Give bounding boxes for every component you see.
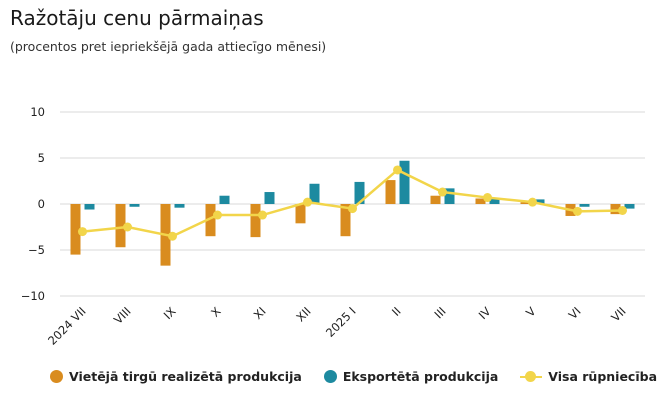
x-tick-label: X: [208, 304, 224, 320]
y-tick-label: −5: [28, 243, 45, 257]
bar-domestic: [70, 204, 81, 255]
x-tick-label: XII: [293, 304, 313, 324]
bar-export: [354, 181, 365, 204]
point-total: [303, 197, 312, 207]
bar-export: [219, 195, 230, 204]
y-tick-label: 0: [38, 197, 45, 211]
bar-domestic: [250, 204, 261, 238]
legend-label-export: Eksportētā produkcija: [342, 369, 499, 384]
legend-item-domestic[interactable]: Vietējā tirgū realizētā produkcija: [50, 369, 302, 384]
x-tick-label: IX: [161, 304, 179, 322]
x-tick-label: IV: [476, 304, 494, 322]
point-total: [573, 206, 582, 216]
bar-domestic: [475, 198, 486, 204]
legend-swatch-export: [323, 370, 337, 383]
y-tick-label: −10: [21, 289, 45, 303]
chart-title: Ražotāju cenu pārmaiņas: [10, 6, 264, 30]
x-tick-label: 2024 VII: [45, 304, 89, 348]
bar-domestic: [295, 204, 306, 224]
point-total: [348, 204, 357, 214]
bar-export: [309, 183, 320, 204]
bar-domestic: [610, 204, 621, 215]
point-total: [168, 231, 177, 241]
bar-domestic: [340, 204, 351, 237]
x-tick-label: VIII: [111, 304, 134, 327]
chart-legend: Vietējā tirgū realizētā produkcija Ekspo…: [50, 369, 657, 384]
bar-domestic: [205, 204, 216, 237]
legend-label-total: Visa rūpniecība: [548, 369, 658, 384]
bar-export: [399, 160, 410, 204]
x-tick-label: II: [389, 304, 404, 319]
point-total: [78, 227, 87, 237]
bar-export: [174, 204, 185, 208]
legend-swatch-domestic: [50, 370, 63, 383]
point-total: [618, 205, 627, 215]
bar-export: [444, 188, 455, 204]
x-tick-label: 2025 I: [323, 304, 359, 340]
point-total: [393, 165, 402, 175]
x-tick-label: VI: [566, 304, 584, 322]
x-tick-label: V: [523, 304, 539, 320]
point-total: [123, 222, 132, 232]
bar-export: [129, 204, 140, 207]
legend-label-domestic: Vietējā tirgū realizētā produkcija: [69, 369, 302, 384]
bar-export: [534, 199, 545, 204]
chart-subtitle: (procentos pret iepriekšējā gada attiecī…: [10, 39, 327, 54]
y-tick-label: 10: [30, 105, 45, 119]
bar-export: [624, 204, 635, 209]
y-tick-label: 5: [38, 151, 45, 165]
point-total: [213, 210, 222, 220]
legend-item-total[interactable]: Visa rūpniecība: [520, 369, 657, 384]
point-total: [258, 210, 267, 220]
point-total: [528, 197, 537, 207]
bar-export: [264, 192, 275, 204]
x-tick-label: III: [432, 304, 449, 321]
bar-domestic: [385, 180, 396, 204]
bar-domestic: [520, 202, 531, 204]
bar-export: [579, 204, 590, 207]
bar-domestic: [430, 195, 441, 204]
bar-domestic: [115, 204, 126, 248]
x-tick-label: VII: [608, 304, 628, 324]
bar-export: [84, 204, 95, 210]
legend-item-export[interactable]: Eksportētā produkcija: [323, 369, 499, 384]
bar-export: [489, 198, 500, 204]
point-total: [483, 193, 492, 203]
point-total: [438, 187, 447, 197]
x-tick-label: XI: [251, 304, 269, 322]
legend-swatch-total: [520, 370, 543, 383]
